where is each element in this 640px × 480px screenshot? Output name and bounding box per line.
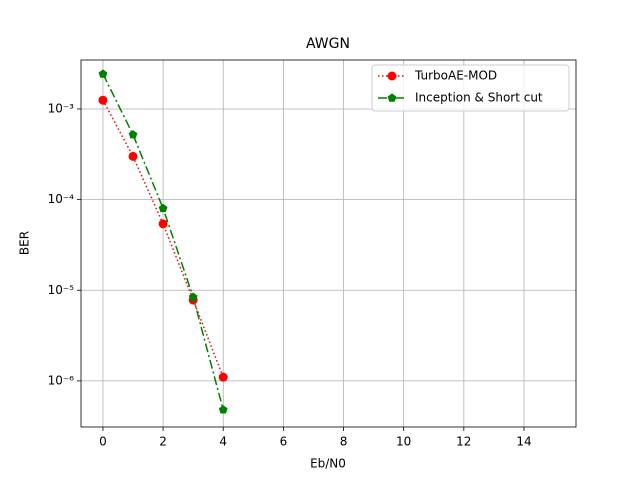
x-tick-label: 12 — [456, 435, 471, 449]
x-tick-label: 6 — [280, 435, 288, 449]
plot-frame — [80, 59, 577, 428]
chart-title: AWGN — [306, 36, 350, 52]
marker — [158, 203, 168, 213]
marker — [98, 69, 108, 78]
x-tick-label: 0 — [99, 435, 107, 449]
x-tick-label: 8 — [340, 435, 348, 449]
y-tick-label: 10⁻⁴ — [48, 192, 75, 206]
x-tick-label: 4 — [219, 435, 227, 449]
legend-label: TurboAE-MOD — [414, 69, 497, 83]
x-tick-label: 10 — [396, 435, 411, 449]
legend-box — [371, 64, 570, 112]
x-tick-label: 14 — [516, 435, 531, 449]
x-axis-label: Eb/N0 — [310, 457, 346, 471]
y-tick-label: 10⁻⁵ — [48, 283, 75, 297]
marker — [218, 405, 228, 414]
legend-marker — [387, 71, 397, 81]
x-tick-label: 2 — [159, 435, 167, 449]
marker — [128, 151, 138, 161]
y-tick-label: 10⁻³ — [48, 101, 75, 115]
series-line — [102, 73, 224, 410]
marker — [218, 372, 228, 382]
plot-area — [98, 69, 228, 414]
legend-label: Inception & Short cut — [415, 91, 543, 105]
marker — [188, 292, 198, 301]
legend-marker — [387, 93, 397, 102]
marker — [128, 130, 138, 139]
marker — [158, 219, 168, 229]
y-axis-label: BER — [18, 231, 32, 255]
marker — [98, 95, 108, 105]
y-tick-label: 10⁻⁶ — [48, 373, 75, 387]
